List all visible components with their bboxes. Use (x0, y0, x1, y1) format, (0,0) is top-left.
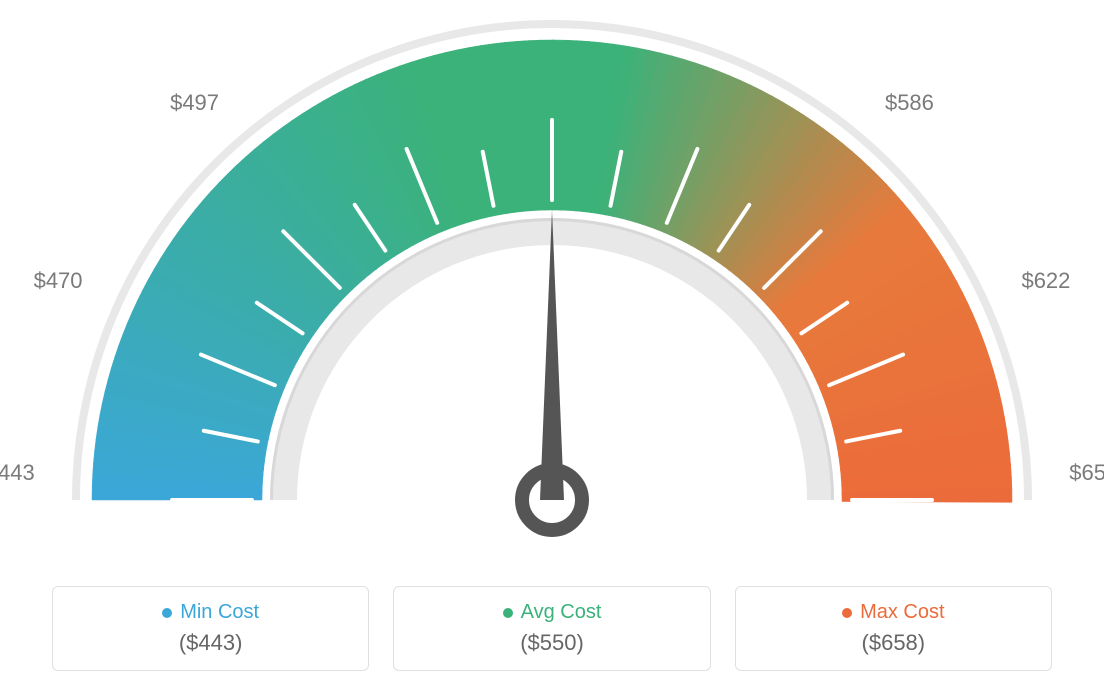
legend-value: ($550) (520, 630, 584, 656)
legend-label: Min Cost (180, 601, 259, 624)
legend-box: Avg Cost ($550) (393, 586, 710, 671)
legend-dot-icon (162, 608, 172, 618)
legend-dot-icon (503, 608, 513, 618)
legend-box: Max Cost ($658) (735, 586, 1052, 671)
tick-label: $497 (170, 90, 219, 115)
tick-label: $586 (885, 90, 934, 115)
legend-value: ($658) (862, 630, 926, 656)
legend-row: Min Cost ($443) Avg Cost ($550) Max Cost ($65… (0, 586, 1104, 671)
legend-box: Min Cost ($443) (52, 586, 369, 671)
tick-label: $658 (1069, 460, 1104, 485)
gauge-chart: $443$470$497$550$586$622$658 Min Cost($4… (0, 0, 1104, 690)
tick-label: $622 (1021, 268, 1070, 293)
legend-label: Max Cost (860, 601, 944, 624)
gauge-svg: $443$470$497$550$586$622$658 (0, 0, 1104, 580)
tick-label: $470 (34, 268, 83, 293)
legend-dot-icon (842, 608, 852, 618)
tick-label: $443 (0, 460, 35, 485)
legend-value: ($443) (179, 630, 243, 656)
legend-label: Avg Cost (521, 601, 602, 624)
needle (540, 210, 564, 500)
